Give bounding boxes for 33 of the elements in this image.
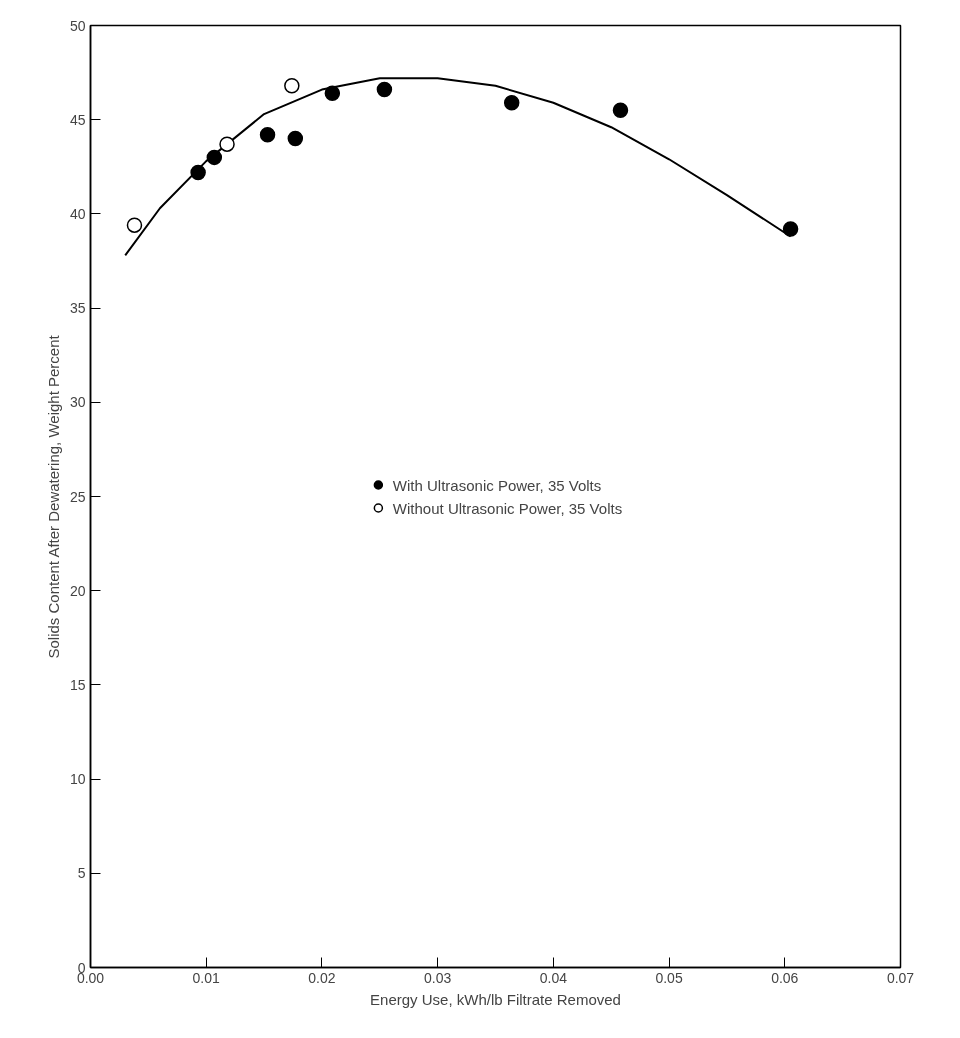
x-tick-label: 0.02 (308, 969, 336, 986)
y-axis-title: Solids Content After Dewatering, Weight Percent (44, 334, 62, 659)
y-tick-label: 15 (69, 676, 86, 693)
y-tick-label: 25 (69, 488, 86, 505)
y-tick-label: 40 (69, 205, 86, 222)
y-tick-label: 45 (69, 111, 86, 128)
legend-label: With Ultrasonic Power, 35 Volts (392, 476, 602, 493)
x-axis-title: Energy Use, kWh/lb Filtrate Removed (370, 990, 621, 1008)
point (503, 95, 520, 111)
point (190, 164, 206, 181)
point (284, 78, 300, 94)
x-tick-label: 0.05 (655, 969, 683, 986)
y-tick-label: 20 (69, 582, 86, 599)
point (219, 136, 235, 152)
x-tick-label: 0.07 (886, 969, 915, 986)
y-tick-label: 5 (77, 865, 86, 882)
y-tick-label: 30 (69, 394, 86, 411)
y-tick-label: 10 (69, 771, 86, 788)
x-tick-label: 0.03 (424, 969, 452, 986)
point (376, 81, 393, 98)
x-tick-label: 0.04 (539, 969, 568, 986)
legend-label: Without Ultrasonic Power, 35 Volts (392, 499, 623, 516)
x-tick-label: 0.01 (192, 969, 221, 986)
point (782, 221, 799, 237)
y-tick-label: 50 (69, 17, 86, 34)
point (612, 102, 629, 119)
point (324, 85, 341, 102)
y-tick-label: 35 (69, 300, 86, 317)
point (206, 149, 223, 166)
point (259, 127, 276, 143)
x-tick-label: 0.06 (771, 969, 799, 986)
point (126, 217, 143, 233)
point (287, 130, 304, 147)
